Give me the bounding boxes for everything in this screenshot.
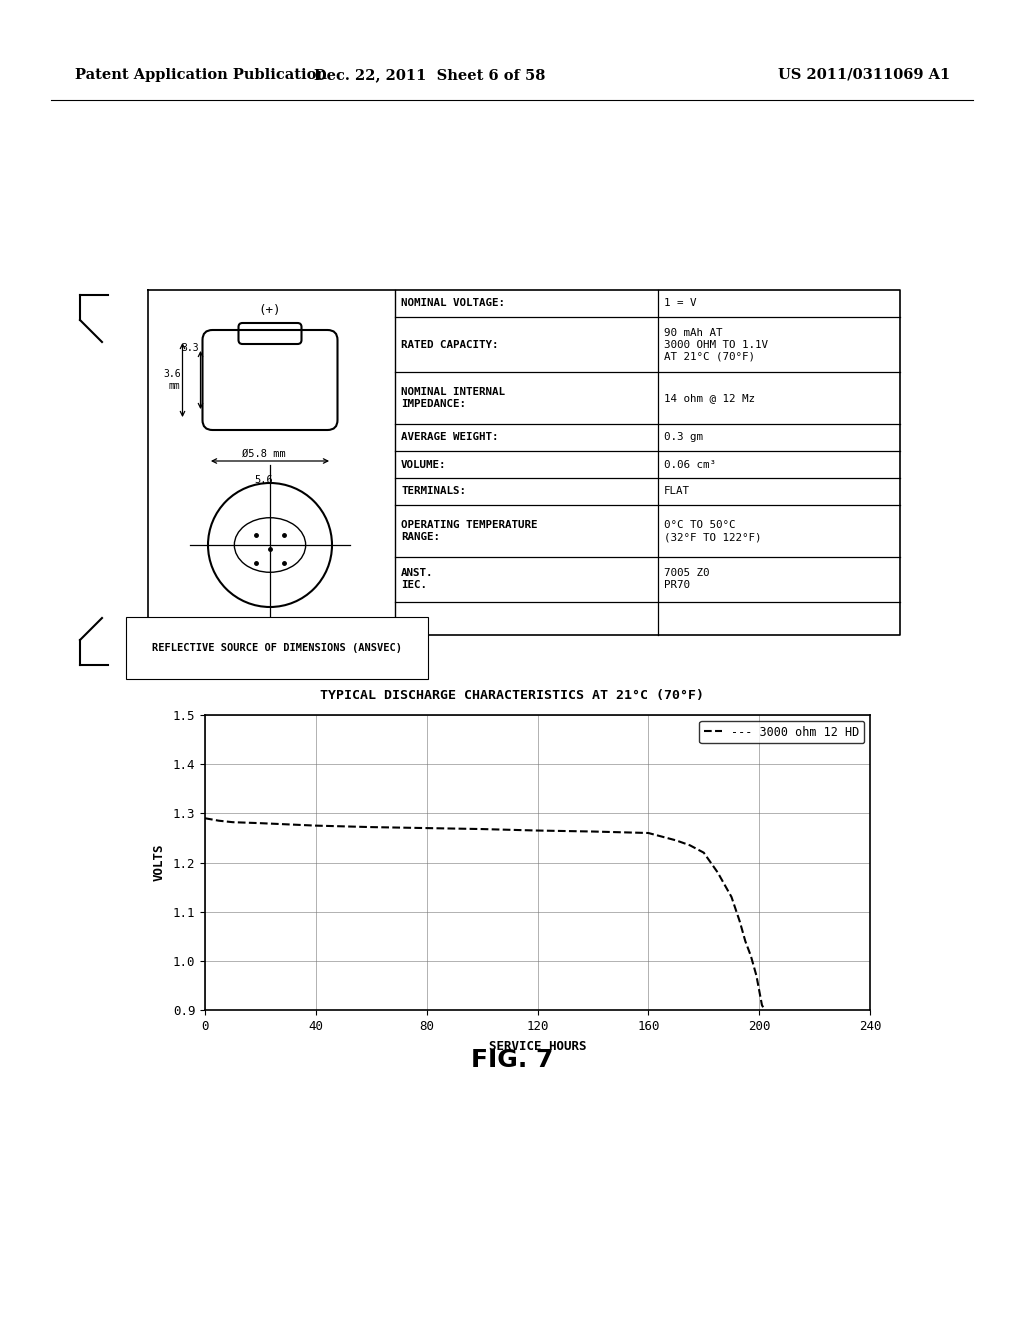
- Text: Ø5.8 mm: Ø5.8 mm: [242, 449, 286, 459]
- Text: 3.6
mm: 3.6 mm: [163, 370, 180, 391]
- Text: TERMINALS:: TERMINALS:: [401, 487, 466, 496]
- Text: 0.3 gm: 0.3 gm: [664, 433, 702, 442]
- Text: 5.6: 5.6: [255, 475, 273, 484]
- Text: 14 ohm @ 12 Mz: 14 ohm @ 12 Mz: [664, 393, 755, 403]
- Text: 7005 Z0
PR70: 7005 Z0 PR70: [664, 569, 709, 590]
- Y-axis label: VOLTS: VOLTS: [153, 843, 166, 882]
- Text: 90 mAh AT
3000 OHM TO 1.1V
AT 21°C (70°F): 90 mAh AT 3000 OHM TO 1.1V AT 21°C (70°F…: [664, 327, 768, 362]
- Legend: --- 3000 ohm 12 HD: --- 3000 ohm 12 HD: [699, 721, 864, 743]
- Text: VOLUME:: VOLUME:: [401, 459, 446, 470]
- Text: 0.06 cm³: 0.06 cm³: [664, 459, 716, 470]
- Text: REFLECTIVE SOURCE OF DIMENSIONS (ANSVEC): REFLECTIVE SOURCE OF DIMENSIONS (ANSVEC): [152, 643, 402, 653]
- Text: RATED CAPACITY:: RATED CAPACITY:: [401, 339, 499, 350]
- Text: FLAT: FLAT: [664, 487, 689, 496]
- Text: 1 = V: 1 = V: [664, 298, 696, 309]
- Text: AVERAGE WEIGHT:: AVERAGE WEIGHT:: [401, 433, 499, 442]
- Text: FIG. 7: FIG. 7: [471, 1048, 553, 1072]
- Text: (+): (+): [259, 304, 282, 317]
- Text: NOMINAL INTERNAL
IMPEDANCE:: NOMINAL INTERNAL IMPEDANCE:: [401, 387, 505, 409]
- Text: 3.3: 3.3: [181, 343, 199, 352]
- Text: 0°C TO 50°C
(32°F TO 122°F): 0°C TO 50°C (32°F TO 122°F): [664, 520, 761, 543]
- Text: Dec. 22, 2011  Sheet 6 of 58: Dec. 22, 2011 Sheet 6 of 58: [314, 69, 546, 82]
- X-axis label: SERVICE HOURS: SERVICE HOURS: [488, 1040, 587, 1052]
- Text: Patent Application Publication: Patent Application Publication: [75, 69, 327, 82]
- Text: NOMINAL VOLTAGE:: NOMINAL VOLTAGE:: [401, 298, 505, 309]
- Text: US 2011/0311069 A1: US 2011/0311069 A1: [778, 69, 950, 82]
- Text: ANST.
IEC.: ANST. IEC.: [401, 569, 433, 590]
- Text: TYPICAL DISCHARGE CHARACTERISTICS AT 21°C (70°F): TYPICAL DISCHARGE CHARACTERISTICS AT 21°…: [319, 689, 705, 701]
- Text: OPERATING TEMPERATURE
RANGE:: OPERATING TEMPERATURE RANGE:: [401, 520, 538, 543]
